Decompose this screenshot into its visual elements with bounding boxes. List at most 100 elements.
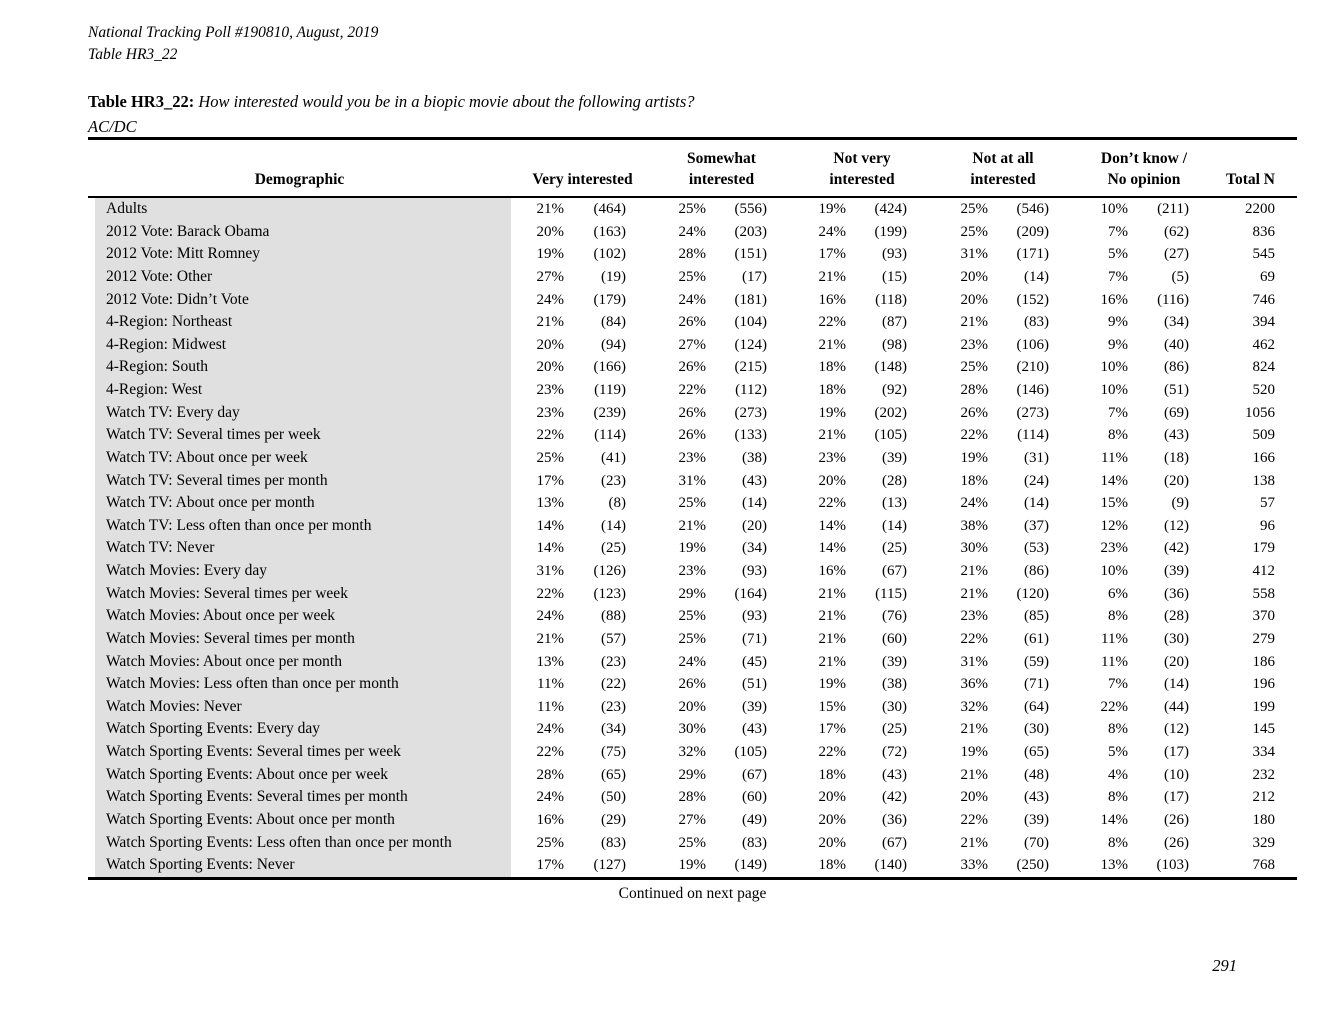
- cell-value: (22): [601, 676, 626, 693]
- cell-total-n: 232: [1252, 766, 1276, 783]
- cell-total-n: 558: [1252, 585, 1276, 602]
- cell-value: (39): [882, 449, 907, 466]
- cell-value: (17): [742, 268, 767, 285]
- cell-value: 9%: [1108, 314, 1128, 331]
- row-spacer: [88, 718, 95, 741]
- cell-value: 25%: [960, 223, 989, 240]
- cell-value: 21%: [960, 314, 989, 331]
- table-body: Adults 21% (464) 25% (556) 19% (424) 25% (546) 10…: [88, 198, 1297, 877]
- cell-value: (87): [882, 314, 907, 331]
- cell-value: (64): [1024, 698, 1049, 715]
- cell-total-n: 96: [1260, 517, 1275, 534]
- cell-value: (51): [1164, 382, 1189, 398]
- cell-value: 22%: [818, 314, 847, 331]
- cell-value: (199): [874, 223, 908, 240]
- cell-value: 25%: [960, 201, 989, 217]
- cell-value: 22%: [678, 382, 707, 398]
- cell-value: (69): [1164, 404, 1189, 421]
- cell-value: (210): [1016, 359, 1050, 376]
- cell-total-n: 145: [1252, 721, 1276, 738]
- row-label: Watch TV: Less often than once per month: [95, 514, 511, 538]
- cell-value: 20%: [678, 698, 707, 715]
- cell-value: (71): [1024, 676, 1049, 693]
- cell-value: (209): [1016, 223, 1050, 240]
- cell-value: (34): [601, 721, 626, 738]
- row-label: Watch Movies: Several times per week: [95, 582, 511, 606]
- column-header-somewhat-interested: Somewhat interested: [687, 150, 756, 188]
- cell-value: (28): [1164, 608, 1189, 625]
- cell-value: (65): [1024, 744, 1049, 760]
- row-spacer: [88, 741, 95, 764]
- cell-value: 23%: [536, 382, 565, 398]
- cell-value: (133): [734, 427, 768, 444]
- cell-value: 19%: [818, 201, 847, 217]
- cell-value: 8%: [1108, 789, 1128, 806]
- cell-value: (29): [601, 811, 626, 828]
- table-row: Watch Sporting Events: About once per we…: [88, 763, 1297, 787]
- cell-value: 12%: [1100, 517, 1129, 534]
- cell-total-n: 212: [1252, 789, 1276, 806]
- cell-value: 15%: [818, 698, 847, 715]
- row-spacer: [88, 854, 95, 877]
- cell-value: (105): [734, 744, 768, 760]
- row-spacer: [88, 266, 95, 289]
- cell-value: 18%: [818, 382, 847, 398]
- cell-value: (146): [1016, 382, 1050, 398]
- cell-value: (30): [1024, 721, 1049, 738]
- cell-value: 19%: [678, 540, 707, 557]
- cell-value: 24%: [818, 223, 847, 240]
- cell-value: (43): [1024, 789, 1049, 806]
- cell-value: (127): [593, 857, 627, 874]
- table-row: 4-Region: Midwest 20% (94) 27% (124) 21% (98) 2…: [88, 333, 1297, 357]
- cell-value: (27): [1164, 246, 1189, 263]
- cell-value: (70): [1024, 834, 1049, 851]
- cell-value: (92): [882, 382, 907, 398]
- cell-value: 14%: [1100, 472, 1129, 489]
- cell-total-n: 836: [1252, 223, 1276, 240]
- cell-value: 21%: [678, 517, 707, 534]
- cell-value: (163): [593, 223, 627, 240]
- cell-value: 31%: [960, 246, 989, 263]
- cell-value: (556): [734, 201, 768, 217]
- cell-total-n: 412: [1252, 563, 1276, 579]
- cell-value: 14%: [536, 517, 565, 534]
- cell-value: 26%: [678, 676, 707, 693]
- row-label: Watch Movies: Never: [95, 695, 511, 719]
- cell-value: 20%: [960, 789, 989, 806]
- cell-value: 25%: [678, 268, 707, 285]
- cell-value: (67): [742, 766, 767, 783]
- cell-value: (239): [593, 404, 627, 421]
- cell-value: 11%: [1101, 653, 1128, 670]
- row-spacer: [88, 537, 95, 560]
- column-header-demographic: Demographic: [254, 171, 345, 188]
- row-label: Adults: [95, 198, 511, 221]
- cell-total-n: 334: [1252, 744, 1276, 760]
- table-row: Watch Sporting Events: Never 17% (127) 19% (…: [88, 854, 1297, 877]
- cell-value: 22%: [960, 630, 989, 647]
- cell-value: (85): [1024, 608, 1049, 625]
- cell-value: (102): [593, 246, 627, 263]
- cell-value: 21%: [960, 834, 989, 851]
- continued-note: Continued on next page: [618, 884, 767, 902]
- cell-total-n: 329: [1252, 834, 1276, 851]
- cell-value: 16%: [1100, 291, 1129, 308]
- cell-total-n: 279: [1252, 630, 1276, 647]
- cell-value: 20%: [818, 811, 847, 828]
- cell-value: 22%: [536, 744, 565, 760]
- table-row: Watch Movies: Every day 31% (126) 23% (93) 16…: [88, 560, 1297, 583]
- document-header: National Tracking Poll #190810, August, …: [88, 22, 378, 66]
- table-row: Watch Sporting Events: About once per mo…: [88, 808, 1297, 832]
- cell-value: 22%: [536, 585, 565, 602]
- poll-name: National Tracking Poll #190810, August, …: [88, 24, 379, 41]
- table-row: Watch Movies: Less often than once per m…: [88, 673, 1297, 696]
- cell-value: 23%: [536, 404, 565, 421]
- cell-value: 25%: [678, 834, 707, 851]
- cell-value: 19%: [678, 857, 707, 874]
- cell-value: (181): [734, 291, 768, 308]
- cell-value: 21%: [818, 630, 847, 647]
- cell-value: 27%: [678, 811, 707, 828]
- table-row: Watch TV: About once per month 13% (8) 25% (…: [88, 492, 1297, 515]
- cell-value: 32%: [678, 744, 707, 760]
- row-spacer: [88, 673, 95, 696]
